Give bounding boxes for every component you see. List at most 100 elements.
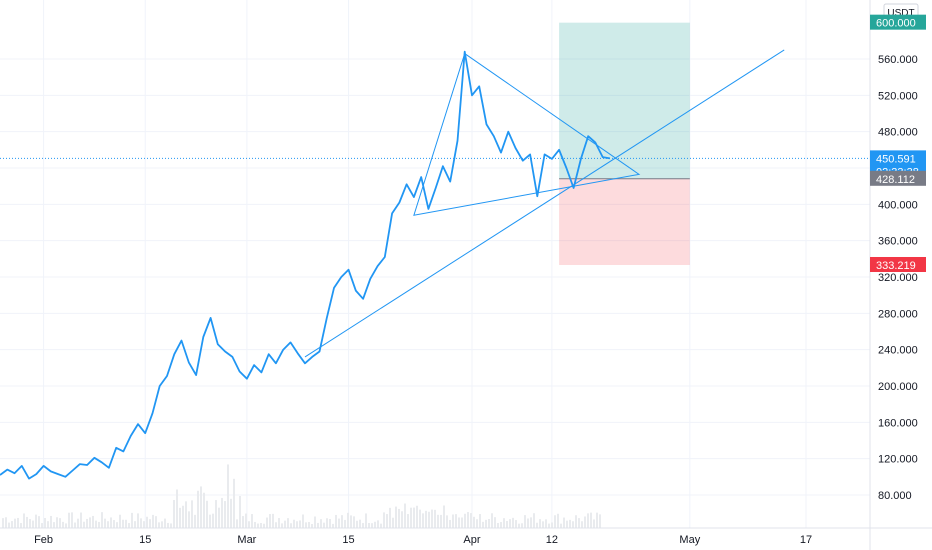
volume-bar — [569, 519, 571, 528]
volume-bar — [410, 507, 412, 528]
y-tick-label: 200.000 — [878, 381, 918, 393]
volume-bar — [218, 507, 220, 528]
price-line — [0, 50, 611, 480]
y-tick-label: 400.000 — [878, 199, 918, 211]
volume-bar — [446, 515, 448, 528]
volume-bar — [38, 516, 40, 528]
volume-bar — [167, 522, 169, 528]
stop-zone[interactable] — [559, 178, 690, 265]
volume-bar — [431, 509, 433, 528]
volume-bar — [434, 509, 436, 528]
volume-bar — [68, 512, 70, 528]
volume-bar — [224, 501, 226, 528]
triangle-pattern[interactable] — [413, 52, 641, 216]
volume-bar — [371, 523, 373, 528]
volume-bar — [509, 519, 511, 528]
y-tick-label: 240.000 — [878, 345, 918, 357]
volume-bar — [464, 513, 466, 528]
volume-bar — [200, 486, 202, 528]
volume-bar — [443, 505, 445, 528]
volume-bar — [422, 513, 424, 528]
x-tick-label: Apr — [463, 534, 480, 546]
volume-bar — [347, 512, 349, 528]
volume-bar — [26, 516, 28, 528]
target-price-badge-text: 600.000 — [876, 18, 916, 30]
volume-bar — [77, 518, 79, 528]
volume-bar — [389, 507, 391, 528]
volume-bar — [134, 521, 136, 528]
rising-trend-line[interactable] — [304, 49, 785, 358]
volume-bar — [116, 522, 118, 528]
target-zone[interactable] — [559, 22, 690, 179]
volume-bar — [14, 518, 16, 528]
stop-price-badge-box — [870, 256, 926, 272]
volume-bar — [332, 523, 334, 528]
volume-bar — [257, 523, 259, 528]
volume-bar — [494, 517, 496, 528]
volume-bar — [92, 515, 94, 528]
volume-bar — [458, 517, 460, 528]
volume-bar — [86, 518, 88, 528]
y-tick-label: 560.000 — [878, 54, 918, 66]
volume-bar — [5, 517, 7, 528]
volume-bar — [290, 523, 292, 528]
volume-bar — [533, 513, 535, 528]
volume-bar — [59, 518, 61, 528]
volume-bar — [428, 511, 430, 528]
volume-bar — [311, 523, 313, 528]
volume-bar — [482, 521, 484, 528]
volume-bar — [362, 523, 364, 528]
target-price-badge-box — [870, 14, 926, 30]
drawing-tools[interactable] — [304, 49, 785, 358]
volume-bar — [506, 520, 508, 528]
volume-bar — [407, 514, 409, 528]
entry-price-badge-box — [870, 170, 926, 186]
volume-bar — [377, 520, 379, 528]
volume-bar — [398, 508, 400, 528]
y-tick-label: 120.000 — [878, 454, 918, 466]
volume-bar — [41, 523, 43, 528]
volume-bar — [191, 500, 193, 528]
x-tick-label: Mar — [237, 534, 256, 546]
volume-bar — [62, 521, 64, 528]
volume-bar — [437, 514, 439, 528]
volume-bar — [20, 523, 22, 528]
y-tick-label: 360.000 — [878, 236, 918, 248]
y-tick-label: 80.000 — [878, 490, 912, 502]
price-series — [0, 50, 611, 480]
volume-bar — [476, 519, 478, 528]
volume-bar — [179, 507, 181, 528]
volume-bar — [356, 520, 358, 528]
volume-bar — [110, 517, 112, 528]
volume-bar — [260, 523, 262, 528]
volume-bar — [176, 489, 178, 528]
volume-bar — [500, 522, 502, 528]
volume-bar — [515, 520, 517, 528]
volume-bar — [587, 513, 589, 528]
long-position-tool[interactable] — [559, 22, 690, 265]
volume-bar — [452, 514, 454, 528]
x-tick-label: 15 — [342, 534, 354, 546]
volume-bar — [467, 512, 469, 528]
volume-bar — [449, 519, 451, 528]
volume-bar — [521, 523, 523, 528]
volume-bar — [98, 521, 100, 528]
volume-bar — [338, 518, 340, 528]
volume-bar — [413, 507, 415, 528]
volume-bar — [365, 513, 367, 528]
volume-bar — [35, 514, 37, 528]
volume-bar — [359, 519, 361, 528]
volume-bar — [194, 514, 196, 528]
volume-bar — [455, 514, 457, 528]
volume-bar — [392, 517, 394, 528]
volume-bar — [416, 505, 418, 528]
volume-bars — [2, 464, 601, 528]
volume-bar — [101, 512, 103, 528]
volume-bar — [386, 514, 388, 528]
volume-bar — [230, 498, 232, 528]
entry-price-badge-text: 428.112 — [876, 174, 915, 186]
volume-bar — [353, 516, 355, 528]
volume-bar — [215, 500, 217, 528]
volume-bar — [395, 506, 397, 528]
